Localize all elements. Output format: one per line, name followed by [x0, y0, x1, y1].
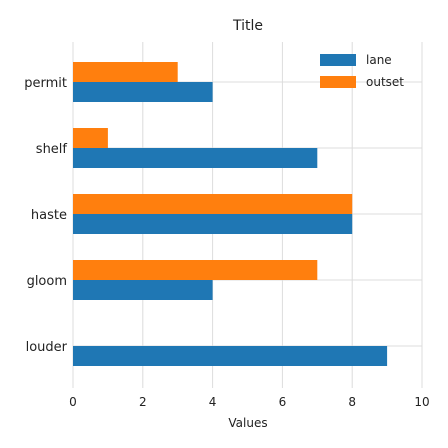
x-tick-label: 6 — [279, 395, 287, 409]
bar-lane-haste — [73, 214, 353, 234]
bar-lane-gloom — [73, 280, 213, 300]
bar-lane-permit — [73, 82, 213, 102]
category-label-permit: permit — [24, 76, 67, 91]
legend-label-lane: lane — [366, 53, 392, 67]
category-label-louder: louder — [26, 340, 68, 355]
x-axis-label: Values — [228, 416, 267, 430]
category-label-shelf: shelf — [36, 142, 68, 157]
legend-swatch-outset — [320, 76, 356, 88]
x-tick-label: 0 — [69, 395, 77, 409]
x-tick-label: 2 — [139, 395, 147, 409]
x-tick-label: 10 — [414, 395, 429, 409]
chart-title: Title — [232, 18, 263, 34]
x-tick-label: 8 — [348, 395, 356, 409]
x-tick-label: 4 — [209, 395, 217, 409]
legend: lane outset — [320, 53, 404, 89]
bars — [73, 62, 388, 366]
category-label-gloom: gloom — [27, 274, 67, 289]
category-labels: permit shelf haste gloom louder — [24, 76, 67, 355]
bar-outset-shelf — [73, 128, 108, 148]
x-tick-labels: 0 2 4 6 8 10 — [69, 395, 429, 409]
legend-label-outset: outset — [366, 75, 404, 89]
bar-lane-shelf — [73, 148, 318, 168]
category-label-haste: haste — [31, 208, 67, 223]
bar-lane-louder — [73, 346, 388, 366]
bar-outset-permit — [73, 62, 178, 82]
bar-outset-haste — [73, 194, 353, 214]
legend-swatch-lane — [320, 54, 356, 66]
bar-outset-gloom — [73, 260, 318, 280]
